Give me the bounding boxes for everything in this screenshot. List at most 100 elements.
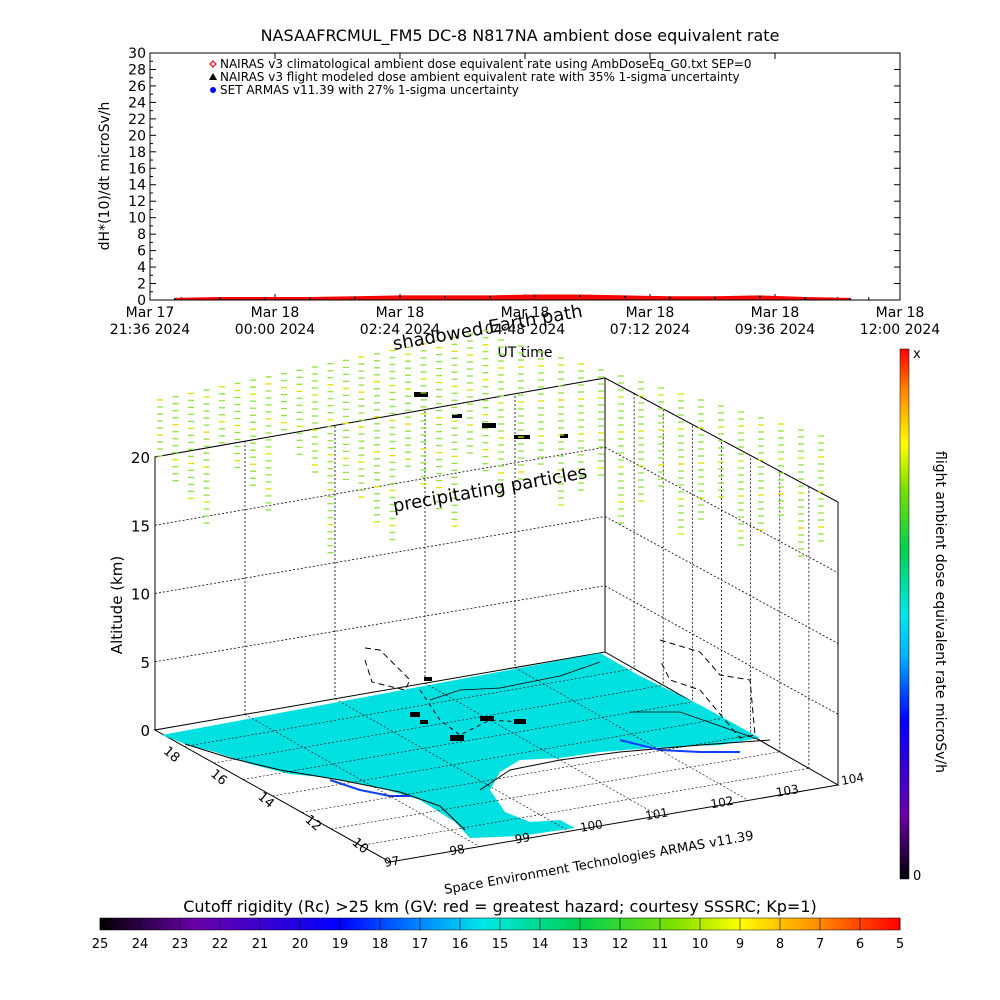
cutoff-rigidity-tick-label: 14: [532, 937, 549, 952]
altitude-tick-label: 15: [131, 517, 150, 535]
legend-marker-diamond: [209, 60, 217, 68]
x-tick-date: Mar 18: [501, 305, 550, 321]
series-point: [444, 295, 446, 298]
longitude-tick-label: 102: [710, 794, 735, 812]
x-tick-time: 09:36 2024: [735, 322, 816, 338]
altitude-tick-label: 5: [140, 654, 150, 672]
longitude-tick-label: 99: [514, 830, 531, 846]
cutoff-rigidity-tick-label: 11: [652, 937, 669, 952]
x-tick-date: Mar 18: [626, 305, 675, 321]
ground-grid-line: [424, 682, 659, 817]
ground-grid-line: [184, 668, 635, 747]
cutoff-rigidity-tick-label: 15: [492, 937, 509, 952]
three-d-plot: shadowed Earth path precipitating partic…: [108, 301, 865, 898]
cutoff-rigidity-tick-label: 21: [252, 937, 269, 952]
cutoff-rigidity-tick-label: 13: [572, 937, 589, 952]
ground-grid-line: [213, 684, 664, 764]
coastline-blue: [329, 779, 410, 797]
x-tick-date: Mar 17: [126, 305, 175, 321]
cutoff-rigidity-tick-label: 25: [92, 937, 109, 952]
cutoff-rigidity-tick-label: 19: [332, 937, 349, 952]
y-tick-label: 2: [137, 277, 146, 293]
cutoff-rigidity-tick-label: 17: [412, 937, 429, 952]
series-point: [219, 297, 221, 300]
cutoff-rigidity-tick-label: 23: [172, 937, 189, 952]
x-tick-time: 21:36 2024: [110, 322, 191, 338]
legend-label: SET ARMAS v11.39 with 27% 1-sigma uncert…: [220, 83, 519, 97]
cutoff-rigidity-tick-label: 24: [132, 937, 149, 952]
coastline: [479, 739, 771, 791]
top-x-axis-label: UT time: [498, 345, 553, 361]
wall-grid-line: [154, 516, 606, 594]
longitude-tick-label: 103: [775, 782, 800, 800]
y-tick-label: 16: [128, 161, 146, 177]
series-point: [309, 297, 311, 300]
longitude-tick-label: 100: [579, 817, 604, 835]
series-point: [669, 296, 671, 299]
dose-colorbar-label: flight ambient dose equivalent rate micr…: [932, 451, 948, 773]
cutoff-rigidity-title: Cutoff rigidity (Rc) >25 km (GV: red = g…: [183, 897, 817, 916]
legend-marker-dot: [210, 87, 216, 93]
altitude-tick-label: 0: [140, 722, 150, 740]
dose-colorbar-max-label: x: [913, 347, 921, 362]
series-band: [174, 294, 851, 300]
series-point: [174, 298, 176, 301]
altitude-tick-label: 20: [131, 449, 150, 467]
cutoff-rigidity-tick-label: 22: [212, 937, 229, 952]
y-tick-label: 28: [128, 62, 146, 78]
longitude-tick-label: 101: [644, 805, 669, 823]
series-point: [624, 295, 626, 298]
top-series-group: [174, 294, 851, 301]
ground-map-cutoff-region: [162, 653, 760, 838]
x-tick-time: 07:12 2024: [610, 322, 691, 338]
wall-grid-line: [154, 377, 606, 458]
flight-track: [419, 689, 521, 736]
coastline-blue: [619, 739, 740, 753]
latitude-tick-label: 18: [160, 744, 182, 766]
top-legend: NAIRAS v3 climatological ambient dose eq…: [209, 57, 752, 97]
x-tick-date: Mar 18: [376, 305, 425, 321]
x-tick-time: 00:00 2024: [235, 322, 316, 338]
x-tick-date: Mar 18: [251, 305, 300, 321]
longitude-ticks: 97 98 99 100 101 102 103 104: [383, 770, 865, 870]
dose-colorbar-min-label: 0: [913, 869, 921, 884]
flight-track: [364, 647, 411, 691]
y-tick-label: 18: [128, 145, 146, 161]
y-tick-label: 6: [137, 244, 146, 260]
cutoff-rigidity-tick-label: 9: [736, 937, 744, 952]
series-point: [579, 295, 581, 298]
dose-colorbar: [899, 348, 910, 880]
series-point: [849, 298, 851, 301]
cutoff-rigidity-tick-label: 10: [692, 937, 709, 952]
cutoff-rigidity-tick-label: 5: [896, 937, 904, 952]
altitude-tick-label: 10: [131, 586, 150, 604]
cutoff-rigidity-tick-label: 12: [612, 937, 629, 952]
series-point: [804, 297, 806, 300]
longitude-tick-label: 98: [448, 842, 465, 858]
altitude-ticks: 0 5 10 15 20: [131, 449, 150, 740]
ground-grid-line: [244, 714, 480, 847]
border-line: [630, 711, 761, 741]
series-point: [489, 295, 491, 298]
y-tick-label: 26: [128, 79, 146, 95]
wall-grid-line: [154, 585, 606, 663]
series-point: [534, 295, 536, 298]
x-tick-time: 04:48 2024: [485, 322, 566, 338]
x-tick-time: 12:00 2024: [860, 322, 941, 338]
y-tick-label: 0: [137, 293, 146, 309]
ground-grid-line: [334, 698, 570, 832]
top-y-axis-label: dH*(10)/dt microSv/h: [97, 102, 113, 251]
altitude-axis-label: Altitude (km): [108, 556, 126, 654]
x-tick-time: 02:24 2024: [360, 322, 441, 338]
cutoff-rigidity-tick-label: 8: [776, 937, 784, 952]
y-tick-label: 10: [128, 211, 146, 227]
y-tick-label: 12: [128, 194, 146, 210]
top-chart-title: NASAAFRCMUL_FM5 DC-8 N817NA ambient dose…: [261, 26, 780, 46]
cutoff-rigidity-tick-label: 6: [856, 937, 864, 952]
cutoff-rigidity-tick-label: 18: [372, 937, 389, 952]
legend-label: NAIRAS v3 flight modeled dose ambient eq…: [220, 70, 740, 84]
cutoff-rigidity-tick-label: 16: [452, 937, 469, 952]
y-tick-label: 8: [137, 227, 146, 243]
cutoff-rigidity-tick-label: 7: [816, 937, 824, 952]
